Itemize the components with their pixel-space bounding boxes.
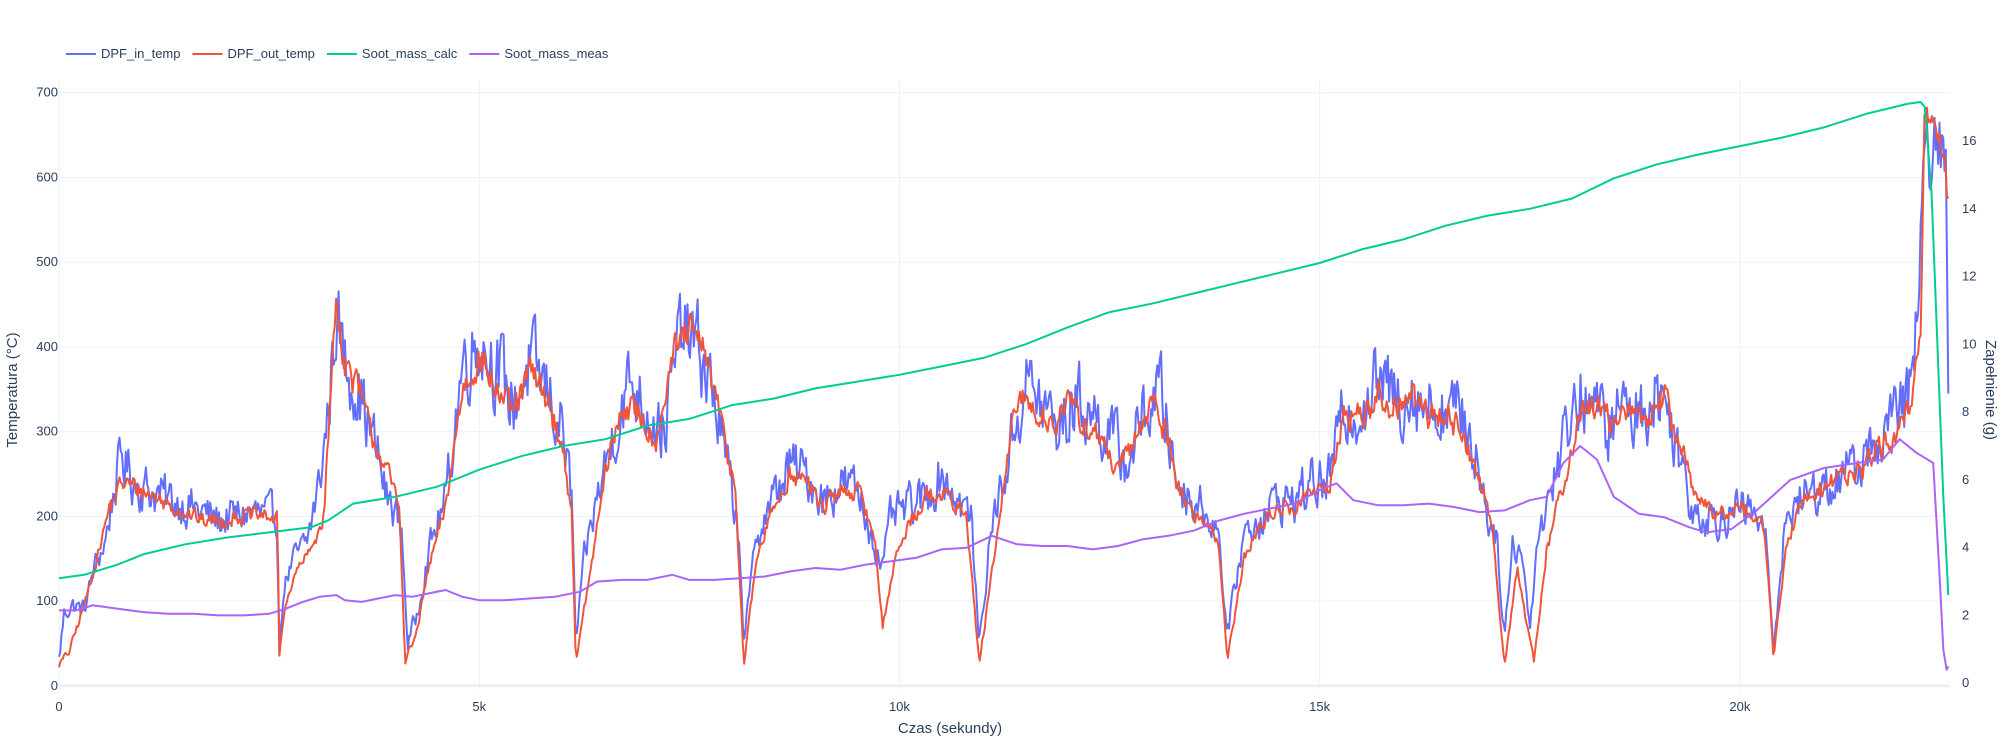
y2-tick-label: 10 xyxy=(1962,336,1976,351)
legend-label: Soot_mass_calc xyxy=(362,46,458,61)
series-layer xyxy=(58,101,1950,671)
y2-axis-title: Zapełnienie (g) xyxy=(1982,340,1999,440)
y2-tick-label: 8 xyxy=(1962,404,1969,419)
y-tick-label: 100 xyxy=(36,593,58,608)
x-tick-label: 20k xyxy=(1729,699,1750,714)
axis-layer: 0 5k 10k 15k 20k 0 100 200 300 400 500 600 700 0 2 4 6 8 1… xyxy=(36,85,1976,714)
y2-tick-label: 2 xyxy=(1962,607,1969,622)
series-line-dpf-out-temp xyxy=(58,106,1950,668)
y2-tick-label: 0 xyxy=(1962,675,1969,690)
x-tick-label: 5k xyxy=(472,699,486,714)
legend-label: DPF_in_temp xyxy=(101,46,180,61)
series-line-soot-mass-calc xyxy=(58,101,1950,596)
y-tick-label: 600 xyxy=(36,169,58,184)
legend-label: DPF_out_temp xyxy=(227,46,314,61)
y-axis-title: Temperatura (°C) xyxy=(4,332,21,447)
y2-tick-label: 16 xyxy=(1962,133,1976,148)
grid-layer xyxy=(58,80,1950,690)
y-tick-label: 500 xyxy=(36,254,58,269)
legend-item-dpf-in-temp[interactable]: DPF_in_temp xyxy=(66,46,180,61)
legend-label: Soot_mass_meas xyxy=(504,46,609,61)
y-tick-label: 400 xyxy=(36,339,58,354)
x-tick-label: 15k xyxy=(1309,699,1330,714)
y2-tick-label: 14 xyxy=(1962,201,1976,216)
y-tick-label: 700 xyxy=(36,85,58,100)
y2-tick-label: 6 xyxy=(1962,472,1969,487)
x-axis-title: Czas (sekundy) xyxy=(898,720,1002,737)
x-tick-label: 0 xyxy=(55,699,62,714)
legend: DPF_in_temp DPF_out_temp Soot_mass_calc Soo… xyxy=(66,46,609,61)
series-line-soot-mass-meas xyxy=(59,438,1950,671)
y-tick-label: 0 xyxy=(51,678,58,693)
y-tick-label: 200 xyxy=(36,508,58,523)
y-tick-label: 300 xyxy=(36,424,58,439)
legend-item-soot-mass-meas[interactable]: Soot_mass_meas xyxy=(469,46,609,61)
y2-tick-label: 12 xyxy=(1962,269,1976,284)
y2-tick-label: 4 xyxy=(1962,540,1969,555)
x-tick-label: 10k xyxy=(889,699,910,714)
legend-item-soot-mass-calc[interactable]: Soot_mass_calc xyxy=(326,46,458,61)
legend-item-dpf-out-temp[interactable]: DPF_out_temp xyxy=(192,46,315,61)
